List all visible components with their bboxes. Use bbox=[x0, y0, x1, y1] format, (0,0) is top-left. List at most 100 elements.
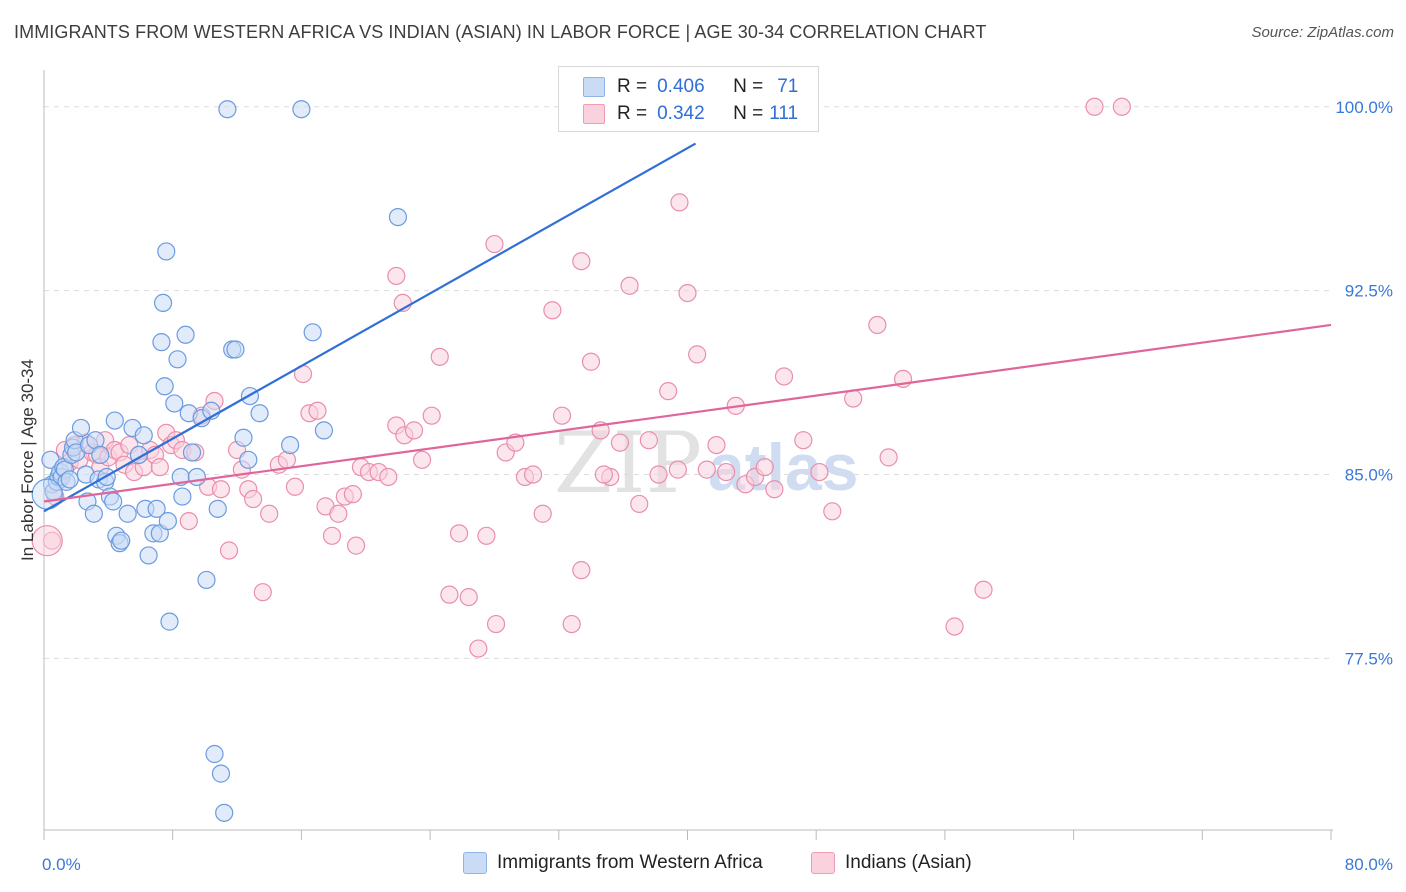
indians-point bbox=[649, 465, 668, 484]
legend-n-value: 71 bbox=[777, 76, 799, 97]
western-africa-point bbox=[173, 487, 192, 506]
legend-n-value: 111 bbox=[769, 103, 799, 124]
tick-labels: 77.5% 85.0% 92.5% 100.0% 0.0% 80.0% bbox=[42, 98, 1393, 874]
indians-point bbox=[533, 504, 552, 523]
indians-point bbox=[179, 511, 198, 531]
legend-swatch-blue bbox=[583, 77, 605, 97]
indians-trendline bbox=[43, 323, 1332, 503]
indians-point bbox=[810, 462, 829, 482]
indians-point bbox=[659, 382, 678, 401]
indians-point bbox=[610, 433, 630, 452]
western-africa-trendline bbox=[43, 142, 697, 513]
indians-point bbox=[404, 421, 424, 440]
western-africa-point bbox=[281, 435, 300, 455]
western-africa-point bbox=[157, 242, 176, 261]
western-africa-point bbox=[152, 333, 171, 352]
indians-point bbox=[572, 561, 591, 580]
legend-row-western-africa: R = 0.406 N = 71 bbox=[583, 75, 799, 99]
indians-point bbox=[844, 389, 863, 408]
indians-point bbox=[485, 234, 504, 254]
indians-point bbox=[562, 614, 581, 634]
western-africa-point bbox=[60, 470, 79, 489]
indians-point bbox=[572, 252, 591, 271]
western-africa-point bbox=[176, 325, 195, 344]
indians-point bbox=[346, 536, 366, 555]
indians-point bbox=[717, 462, 736, 482]
western-africa-point bbox=[160, 612, 179, 631]
indians-point bbox=[639, 431, 658, 450]
legend-row-indians: R = 0.342 N = 111 bbox=[583, 102, 799, 126]
indians-point bbox=[620, 276, 639, 295]
western-africa-point bbox=[118, 504, 137, 523]
indians-point bbox=[823, 502, 842, 521]
trendlines bbox=[43, 142, 1332, 513]
x-tick-label: 0.0% bbox=[42, 855, 81, 874]
indians-point bbox=[277, 450, 297, 469]
legend-r-value: 0.406 bbox=[657, 76, 705, 97]
indians-point bbox=[422, 406, 441, 425]
indians-point bbox=[329, 504, 348, 523]
y-tick-label: 100.0% bbox=[1335, 98, 1393, 117]
western-africa-point bbox=[208, 499, 227, 518]
western-africa-point bbox=[105, 411, 124, 430]
indians-point bbox=[697, 460, 716, 479]
indians-point bbox=[219, 541, 239, 560]
legend-r-value: 0.342 bbox=[657, 103, 705, 124]
western-africa-point bbox=[250, 404, 269, 423]
indians-point bbox=[755, 458, 774, 477]
y-tick-label: 85.0% bbox=[1345, 466, 1393, 485]
indians-point bbox=[630, 494, 649, 514]
indians-point bbox=[670, 193, 689, 212]
western-africa-point bbox=[314, 421, 334, 440]
indians-point bbox=[868, 315, 887, 335]
western-africa-point bbox=[155, 377, 174, 396]
western-africa-point bbox=[153, 293, 173, 313]
indians-point bbox=[707, 435, 726, 455]
western-africa-point bbox=[91, 445, 110, 465]
western-africa-point bbox=[388, 207, 408, 227]
indians-point bbox=[449, 524, 469, 543]
indians-point bbox=[343, 485, 362, 504]
western-africa-point bbox=[205, 744, 224, 764]
indians-point bbox=[688, 345, 707, 364]
western-africa-point bbox=[158, 511, 177, 531]
indians-point bbox=[285, 477, 305, 496]
western-africa-point bbox=[104, 492, 123, 511]
indians-point bbox=[668, 460, 687, 479]
y-axis-label: In Labor Force | Age 30-34 bbox=[18, 359, 37, 561]
watermark: ZIP atlas bbox=[554, 414, 858, 512]
source-note: Source: ZipAtlas.com bbox=[1251, 24, 1394, 41]
western-africa-point bbox=[84, 504, 103, 523]
indians-point bbox=[945, 617, 964, 636]
western-africa-points bbox=[31, 100, 594, 822]
bottom-legend-indians: Indians (Asian) bbox=[811, 852, 972, 874]
western-africa-point bbox=[147, 499, 166, 518]
western-africa-point bbox=[215, 803, 234, 822]
western-africa-point bbox=[168, 350, 187, 369]
indians-point bbox=[1085, 97, 1104, 116]
western-africa-point bbox=[197, 570, 216, 590]
bottom-legend-label: Indians (Asian) bbox=[845, 852, 972, 873]
western-africa-point bbox=[292, 100, 311, 119]
western-africa-point bbox=[71, 418, 91, 438]
western-africa-point bbox=[134, 426, 153, 445]
indians-point bbox=[211, 480, 231, 499]
indians-point bbox=[523, 465, 543, 484]
indians-point bbox=[260, 504, 279, 523]
western-africa-point bbox=[234, 428, 253, 447]
indians-point bbox=[308, 401, 327, 420]
indians-point bbox=[774, 367, 794, 386]
indians-point bbox=[581, 352, 601, 371]
y-tick-label: 77.5% bbox=[1345, 649, 1393, 668]
indians-point bbox=[412, 450, 432, 469]
western-africa-point bbox=[139, 546, 158, 565]
indians-point bbox=[974, 580, 993, 599]
axes bbox=[43, 70, 1333, 840]
chart-title: IMMIGRANTS FROM WESTERN AFRICA VS INDIAN… bbox=[14, 22, 987, 42]
indians-point bbox=[552, 406, 572, 425]
indians-point bbox=[244, 489, 263, 509]
western-africa-point bbox=[218, 100, 237, 119]
indians-point bbox=[765, 480, 784, 499]
indians-point bbox=[1112, 97, 1131, 116]
